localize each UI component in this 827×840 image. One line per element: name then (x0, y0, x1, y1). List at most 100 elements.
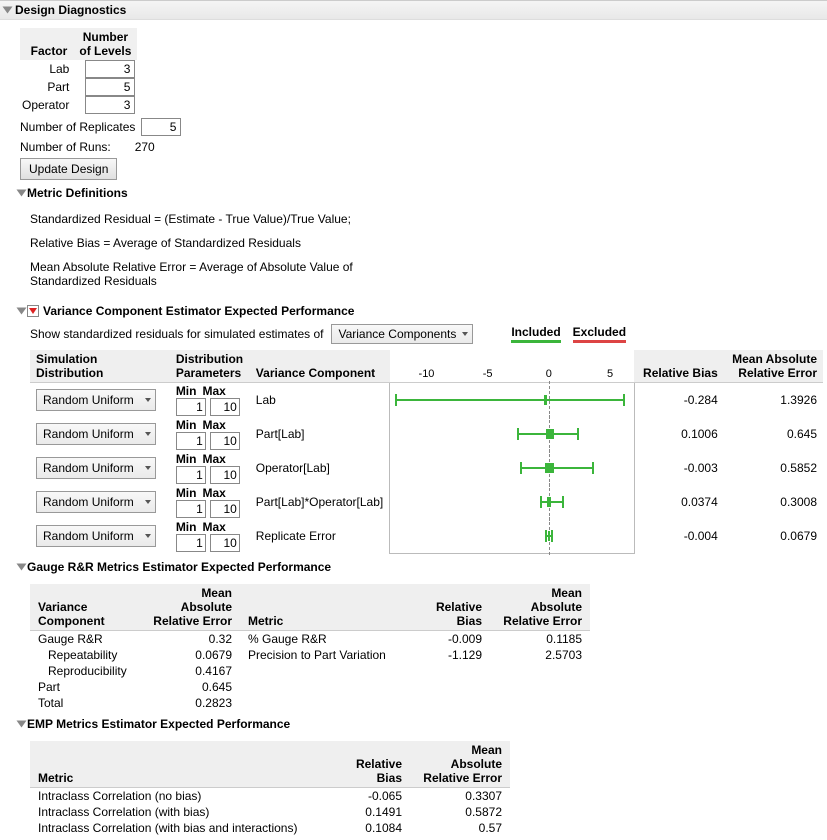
metric-title: Metric Definitions (27, 186, 128, 200)
grr-vc-mare: 0.4167 (140, 663, 240, 679)
section-gauge-rr: Gauge R&R Metrics Estimator Expected Per… (0, 558, 827, 576)
grr-th-mare: Mean Absolute Relative Error (140, 584, 240, 631)
vc-name: Operator[Lab] (250, 451, 390, 485)
emp-metric: Intraclass Correlation (with bias and in… (30, 820, 320, 836)
dist-select[interactable]: Random Uniform (36, 457, 156, 479)
param-max-input[interactable] (210, 534, 240, 552)
param-min-label: Min (176, 452, 197, 466)
th-l2: Relative Error (153, 614, 232, 628)
dist-select[interactable]: Random Uniform (36, 389, 156, 411)
disclosure-icon[interactable] (17, 190, 27, 197)
metric-line3b: Standardized Residuals (30, 274, 157, 288)
replicates-label: Number of Replicates (20, 120, 135, 134)
plot-box (545, 463, 554, 473)
grr-relbias: -0.009 (400, 631, 490, 648)
param-min-input[interactable] (176, 534, 206, 552)
disclosure-icon[interactable] (3, 7, 13, 14)
plot-whisker-cap-low (545, 530, 547, 542)
factor-levels-input[interactable] (85, 60, 135, 78)
plot-tick-label: 0 (546, 368, 552, 380)
grr-th-metric: Metric (240, 584, 400, 631)
emp-title: EMP Metrics Estimator Expected Performan… (27, 717, 290, 731)
param-min-label: Min (176, 384, 197, 398)
disclosure-icon[interactable] (17, 564, 27, 571)
factor-levels-input[interactable] (85, 78, 135, 96)
th-l2: Relative Error (423, 771, 502, 785)
param-min-input[interactable] (176, 398, 206, 416)
legend: Included Excluded (511, 325, 626, 343)
vc-select[interactable]: Variance Components (331, 324, 473, 344)
factor-name: Part (20, 78, 73, 96)
grr-vc-mare: 0.32 (140, 631, 240, 648)
runs-value: 270 (135, 140, 155, 154)
legend-excluded: Excluded (573, 325, 626, 343)
vc-title: Variance Component Estimator Expected Pe… (43, 304, 354, 318)
param-min-label: Min (176, 418, 197, 432)
emp-mare: 0.5872 (410, 804, 510, 820)
grr-vc-name: Repeatability (30, 647, 140, 663)
plot-cell (390, 383, 635, 418)
factor-table: Factor Number of Levels Lab Part Operato… (20, 28, 137, 114)
vc-relbias: 0.0374 (634, 485, 723, 519)
grr-vc-mare: 0.645 (140, 679, 240, 695)
grr-content: Variance Component Mean Absolute Relativ… (0, 576, 827, 715)
grr-relbias: -1.129 (400, 647, 490, 663)
grr-mare2: 2.5703 (490, 647, 590, 663)
grr-mare2 (490, 695, 590, 711)
param-min-input[interactable] (176, 500, 206, 518)
param-max-label: Max (202, 452, 225, 466)
plot-cell (390, 451, 635, 485)
emp-mare: 0.57 (410, 820, 510, 836)
vc-mare: 0.0679 (724, 519, 823, 554)
red-triangle-icon[interactable] (27, 305, 39, 317)
legend-included: Included (511, 325, 560, 343)
emp-content: Metric Relative Bias Mean Absolute Relat… (0, 733, 827, 840)
factor-name: Operator (20, 96, 73, 114)
param-max-input[interactable] (210, 466, 240, 484)
plot-whisker-cap-low (520, 462, 522, 474)
grr-vc-name: Reproducibility (30, 663, 140, 679)
dist-select[interactable]: Random Uniform (36, 423, 156, 445)
emp-relbias: -0.065 (320, 788, 410, 805)
update-design-button[interactable]: Update Design (20, 158, 117, 180)
param-max-label: Max (202, 520, 225, 534)
disclosure-icon[interactable] (17, 308, 27, 315)
grr-title: Gauge R&R Metrics Estimator Expected Per… (27, 560, 331, 574)
plot-whisker-cap-low (540, 496, 542, 508)
plot-tick-label: 5 (607, 368, 613, 380)
param-min-label: Min (176, 520, 197, 534)
grr-table: Variance Component Mean Absolute Relativ… (30, 584, 590, 711)
param-min-input[interactable] (176, 432, 206, 450)
plot-box (548, 531, 550, 541)
metric-line1: Standardized Residual = (Estimate - True… (30, 212, 823, 226)
factor-name: Lab (20, 60, 73, 78)
section-design-diagnostics: Design Diagnostics (0, 0, 827, 20)
th-l1: Mean Absolute (531, 586, 582, 614)
grr-vc-name: Gauge R&R (30, 631, 140, 648)
col-levels-l1: Number (83, 30, 128, 44)
param-max-label: Max (202, 486, 225, 500)
replicates-input[interactable] (141, 118, 181, 136)
disclosure-icon[interactable] (17, 721, 27, 728)
th-l1: Mean Absolute (181, 586, 232, 614)
vc-relbias: -0.003 (634, 451, 723, 485)
param-min-input[interactable] (176, 466, 206, 484)
grr-th-mare2: Mean Absolute Relative Error (490, 584, 590, 631)
dist-select[interactable]: Random Uniform (36, 525, 156, 547)
param-max-input[interactable] (210, 432, 240, 450)
replicates-row: Number of Replicates (20, 118, 823, 136)
dist-select[interactable]: Random Uniform (36, 491, 156, 513)
param-max-input[interactable] (210, 500, 240, 518)
vc-relbias: -0.284 (634, 383, 723, 418)
vc-prompt: Show standardized residuals for simulate… (30, 327, 323, 341)
emp-table: Metric Relative Bias Mean Absolute Relat… (30, 741, 510, 836)
vc-control-row: Show standardized residuals for simulate… (30, 324, 823, 344)
param-max-label: Max (202, 418, 225, 432)
grr-mare2 (490, 679, 590, 695)
plot-whisker-line (396, 399, 624, 401)
param-max-input[interactable] (210, 398, 240, 416)
th-l1: Simulation (36, 352, 97, 366)
vc-relbias: 0.1006 (634, 417, 723, 451)
factor-levels-input[interactable] (85, 96, 135, 114)
grr-th-relbias: Relative Bias (400, 584, 490, 631)
